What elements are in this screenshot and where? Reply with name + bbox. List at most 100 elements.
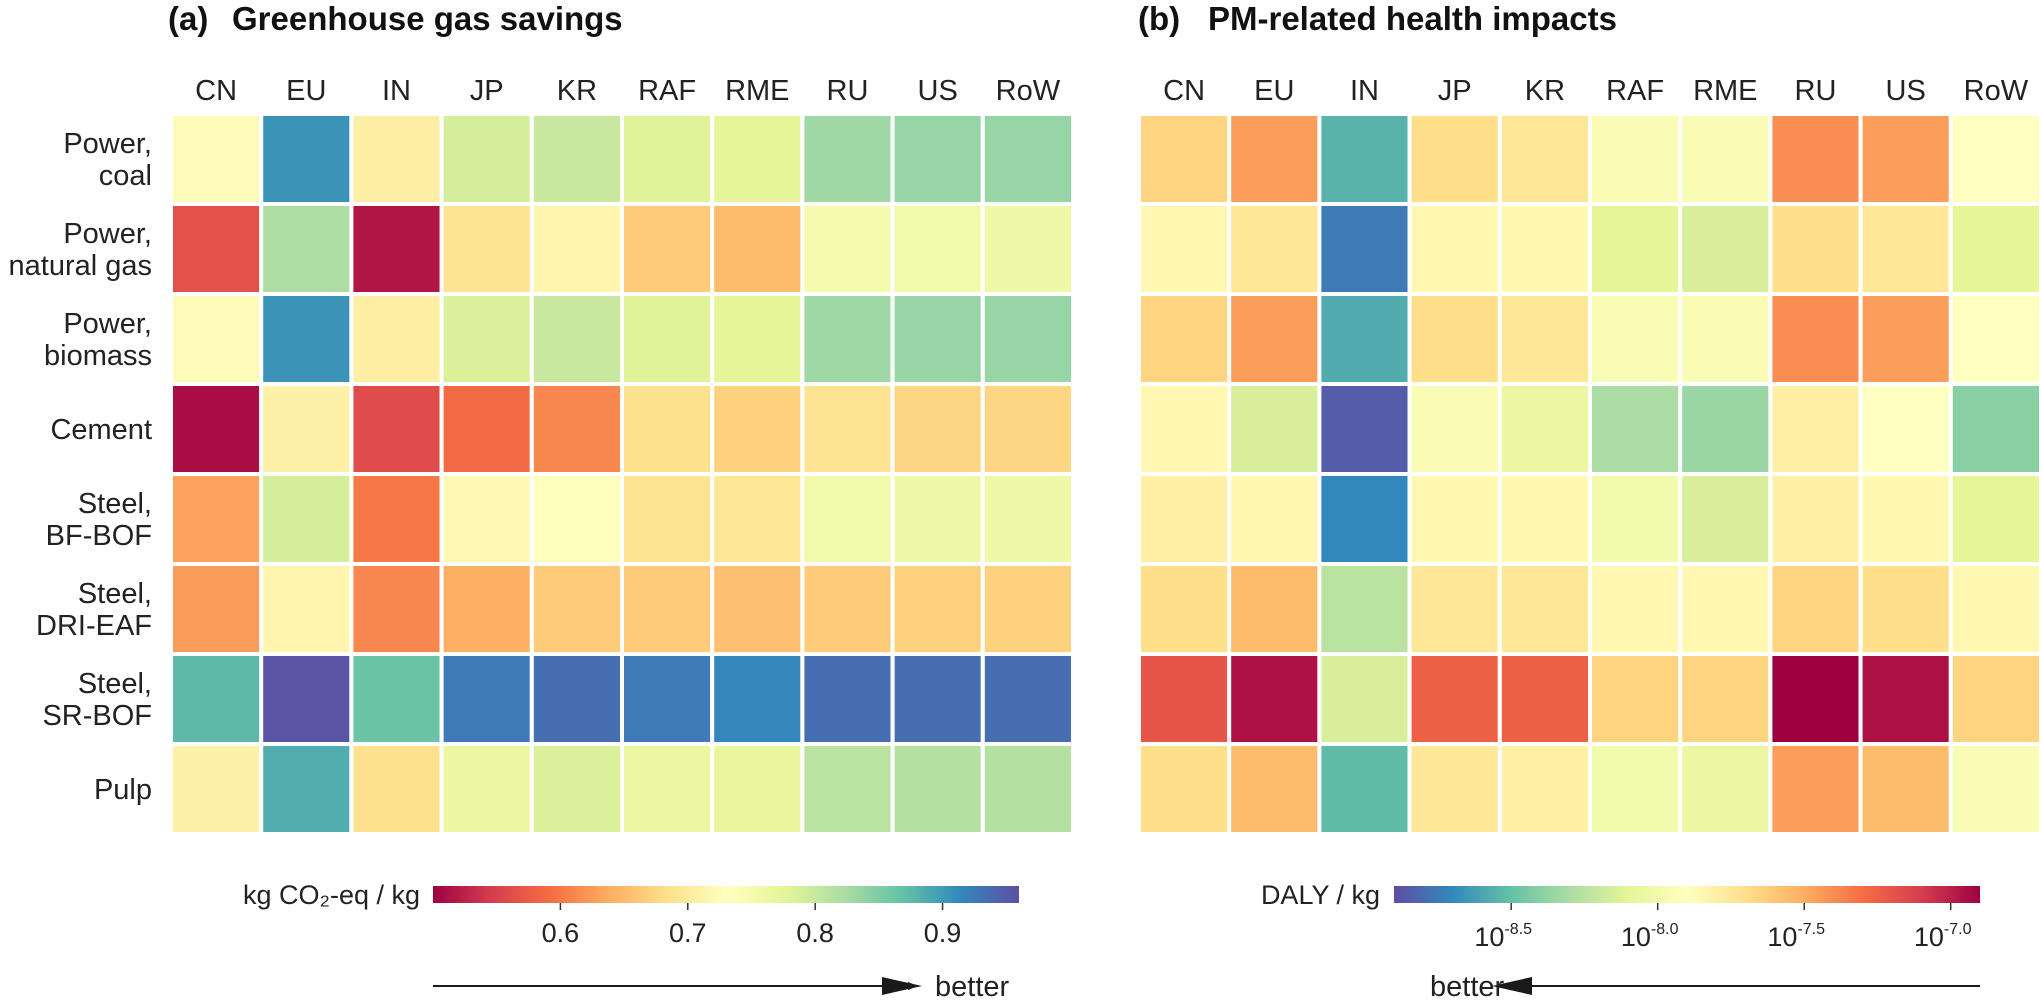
panel-b-cell-r4-cn (1137, 472, 1232, 566)
colorbar-b-bar (1394, 886, 1980, 903)
panel-b-cell-r1-jp (1407, 202, 1502, 296)
panel-a-cell-r3-kr (529, 382, 624, 476)
panel-a-cell-r1-eu (259, 202, 354, 296)
panel-b-cell-r5-cn (1137, 562, 1232, 656)
panel-b-col-rme: RME (1693, 75, 1757, 107)
panel-a-cell-r7-in (349, 742, 444, 836)
panel-b-cell-r2-row (1948, 292, 2042, 386)
panel-a-cell-r1-raf (620, 202, 715, 296)
panel-a-col-jp: JP (470, 75, 504, 107)
panel-b-cell-r1-us (1858, 202, 1953, 296)
panel-b-cell-r7-row (1948, 742, 2042, 836)
colorbar-a-bar (433, 886, 1019, 903)
panel-b-cell-r5-ru (1768, 562, 1863, 656)
panel-a-cell-r4-raf (620, 472, 715, 566)
panel-a-cell-r0-us (890, 112, 985, 206)
panel-a-cell-r5-jp (439, 562, 534, 656)
panel-a-cell-r7-row (980, 742, 1075, 836)
panel-b-label: (b) (1138, 0, 1180, 37)
panel-b-cell-r7-jp (1407, 742, 1502, 836)
row-label-5: Steel, DRI-EAF (36, 578, 152, 642)
panel-a-cell-r4-us (890, 472, 985, 566)
panel-a-cell-r2-jp (439, 292, 534, 386)
colorbar-a-tick-label-1: 0.7 (669, 918, 707, 948)
panel-b-cell-r2-ru (1768, 292, 1863, 386)
panel-a-cell-r5-row (980, 562, 1075, 656)
better-arrow-b-head (1492, 977, 1532, 995)
panel-a-cell-r4-kr (529, 472, 624, 566)
panel-b-heatmap: CN EU IN JP KR RAF RME RU US RoW (1137, 75, 2042, 836)
panel-a-cell-r7-cn (169, 742, 264, 836)
panel-b-cell-r1-eu (1227, 202, 1322, 296)
panel-b-cell-r4-row (1948, 472, 2042, 566)
panel-a-col-in: IN (382, 75, 411, 107)
panel-a-col-ru: RU (827, 75, 869, 107)
panel-b-cell-r5-us (1858, 562, 1953, 656)
panel-a-cell-r3-raf (620, 382, 715, 476)
panel-b-cell-r6-in (1317, 652, 1412, 746)
panel-b-cell-r6-jp (1407, 652, 1502, 746)
panel-a-cell-r2-kr (529, 292, 624, 386)
panel-a-cell-r0-eu (259, 112, 354, 206)
panel-a-cell-r2-row (980, 292, 1075, 386)
panel-b-cell-r4-us (1858, 472, 1953, 566)
panel-a-cell-r1-kr (529, 202, 624, 296)
panel-a-cell-r7-us (890, 742, 985, 836)
panel-b-cell-r1-row (1948, 202, 2042, 296)
panel-a-cell-r7-eu (259, 742, 354, 836)
panel-b-cell-r4-eu (1227, 472, 1322, 566)
panel-b-cell-r3-us (1858, 382, 1953, 476)
panel-b-cell-r4-raf (1588, 472, 1683, 566)
colorbar-b-tick-label-1: 10-8.0 (1621, 921, 1679, 952)
panel-a-cell-r0-raf (620, 112, 715, 206)
panel-b-cell-r1-in (1317, 202, 1412, 296)
panel-a-cell-r7-raf (620, 742, 715, 836)
panel-a-cell-r6-rme (710, 652, 805, 746)
panel-b-cell-r6-cn (1137, 652, 1232, 746)
panel-a-col-cn: CN (195, 75, 237, 107)
row-label-6: Steel, SR-BOF (42, 668, 152, 732)
panel-b-cell-r1-raf (1588, 202, 1683, 296)
row-label-1: Power, natural gas (9, 218, 153, 282)
row-label-4: Steel, BF-BOF (46, 488, 152, 552)
panel-b-cell-r7-rme (1678, 742, 1773, 836)
panel-a-cell-r6-raf (620, 652, 715, 746)
panel-a-cell-r5-raf (620, 562, 715, 656)
panel-a-cell-r6-row (980, 652, 1075, 746)
panel-a-cell-r0-row (980, 112, 1075, 206)
panel-a-cell-r2-cn (169, 292, 264, 386)
panel-b-cell-r6-row (1948, 652, 2042, 746)
panel-b-cell-r5-kr (1497, 562, 1593, 656)
panel-a-cell-r1-ru (800, 202, 895, 296)
panel-b-cell-r0-ru (1768, 112, 1863, 206)
colorbar-b-label: DALY / kg (1261, 880, 1380, 910)
panel-a-cell-r6-kr (529, 652, 624, 746)
panel-a-cell-r6-us (890, 652, 985, 746)
panel-b-cell-r3-in (1317, 382, 1412, 476)
panel-a-cell-r5-us (890, 562, 985, 656)
panel-b-col-jp: JP (1438, 75, 1472, 107)
panel-a-cell-r0-jp (439, 112, 534, 206)
panel-b-col-cn: CN (1163, 75, 1205, 107)
panel-a-title: Greenhouse gas savings (232, 0, 623, 37)
panel-b-cell-r7-kr (1497, 742, 1593, 836)
panel-b-cell-r4-in (1317, 472, 1412, 566)
panel-b-col-in: IN (1350, 75, 1379, 107)
panel-a-cell-r6-jp (439, 652, 534, 746)
panel-a-cell-r4-ru (800, 472, 895, 566)
panel-a-cell-r0-in (349, 112, 444, 206)
colorbar-b: DALY / kg 10-8.5 10-8.0 10-7.5 10-7.0 bette… (1261, 880, 1980, 1000)
panel-b-cell-r2-rme (1678, 292, 1773, 386)
panel-b-title: PM-related health impacts (1208, 0, 1617, 37)
panel-a-col-row: RoW (996, 75, 1061, 107)
panel-a-cell-r7-ru (800, 742, 895, 836)
panel-a-cell-r3-eu (259, 382, 354, 476)
panel-a-cell-r1-cn (169, 202, 264, 296)
panel-a-col-us: US (918, 75, 958, 107)
panel-b-cell-r6-kr (1497, 652, 1593, 746)
panel-a-cell-r1-rme (710, 202, 805, 296)
better-arrow-a-head (882, 977, 922, 995)
panel-b-cell-r0-row (1948, 112, 2042, 206)
panel-a-cell-r2-us (890, 292, 985, 386)
